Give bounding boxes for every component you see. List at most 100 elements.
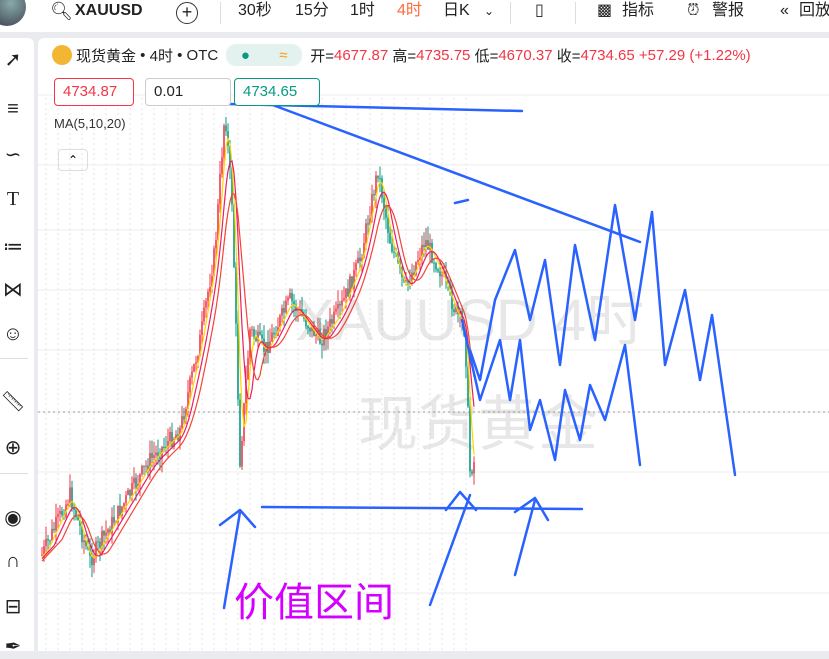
indicators-icon[interactable]: ▩ <box>597 2 613 19</box>
candle-body <box>451 289 453 310</box>
candle-body <box>295 304 297 312</box>
search-icon[interactable]: 🔍︎ <box>50 1 73 21</box>
candle-body <box>67 504 69 506</box>
candle-body <box>315 334 317 337</box>
ma20-line <box>41 193 475 562</box>
candle-body <box>231 167 233 205</box>
fib-icon[interactable]: ≔ <box>3 235 23 258</box>
value-zone-annotation[interactable]: 价值区间 <box>234 581 394 625</box>
candle-body <box>159 457 161 459</box>
magnet-icon[interactable]: ∩ <box>5 549 21 572</box>
candle-body <box>263 338 265 352</box>
buy-button[interactable]: 4734.65 <box>234 78 320 106</box>
arrow-up-2 <box>444 490 478 512</box>
candle-body <box>73 508 75 510</box>
replay-button[interactable]: 回放 <box>799 2 829 19</box>
collapse-legend-button[interactable]: ⌃ <box>58 149 88 171</box>
candle-body <box>333 311 335 324</box>
open-label: 开= <box>310 47 334 65</box>
candle-body <box>183 416 185 420</box>
separator: • <box>172 46 187 64</box>
trash-icon[interactable]: ✒ <box>4 635 22 658</box>
candle-body <box>213 248 215 277</box>
candle-body <box>359 257 361 262</box>
candle-body <box>329 319 331 327</box>
candle-body <box>201 321 203 336</box>
interval-30s[interactable]: 30秒 <box>238 2 272 19</box>
interval-1h[interactable]: 1时 <box>350 2 375 19</box>
candle-type-icon[interactable]: ▯ <box>535 2 544 19</box>
candle-body <box>45 538 47 547</box>
candle-body <box>433 262 435 264</box>
candle-body <box>57 513 59 517</box>
legend-exchange: OTC <box>186 46 219 64</box>
lock-drawings-icon[interactable]: ⊟ <box>4 595 22 618</box>
candle-body <box>441 274 443 277</box>
candle-body <box>149 453 151 471</box>
sell-button[interactable]: 4734.87 <box>54 78 134 106</box>
candle-body <box>251 329 253 331</box>
candle-body <box>113 517 115 523</box>
brush-icon[interactable]: ∽ <box>4 143 22 166</box>
candle-body <box>223 125 225 158</box>
zoom-icon[interactable]: ⊕ <box>4 436 22 459</box>
candle-body <box>41 554 43 556</box>
alarm-icon[interactable]: ⏰︎ <box>687 2 700 19</box>
interval-1d[interactable]: 日K <box>443 2 470 19</box>
symbol-search[interactable]: XAUUSD <box>75 2 143 19</box>
candle-body <box>195 362 197 364</box>
candle-body <box>175 434 177 440</box>
indicators-button[interactable]: 指标 <box>622 2 655 19</box>
candle-body <box>157 452 159 458</box>
projected-zigzag-upper <box>468 203 737 477</box>
user-drawings[interactable] <box>38 38 829 651</box>
projected-zigzag-lower <box>460 318 642 467</box>
pattern-icon[interactable]: ⋈ <box>3 278 23 301</box>
candle-body <box>131 482 133 496</box>
candle-body <box>245 379 247 404</box>
open-value: 4677.87 <box>333 46 389 64</box>
candle-body <box>281 308 283 316</box>
status-dot-icon: ● <box>240 46 250 64</box>
candle-body <box>153 455 155 458</box>
rewind-icon[interactable]: « <box>780 2 789 19</box>
candle-body <box>237 323 239 400</box>
candle-body <box>91 555 93 566</box>
candle-body <box>103 531 105 536</box>
market-status-pill[interactable]: ● ≈ <box>226 44 303 66</box>
candle-body <box>393 251 395 253</box>
candle-body <box>355 263 357 271</box>
interval-4h[interactable]: 4时 <box>397 2 422 19</box>
candle-body <box>107 529 109 533</box>
candle-body <box>193 363 195 372</box>
candle-body <box>469 406 471 472</box>
candle-body <box>325 329 327 339</box>
ma-indicator-label[interactable]: MA(5,10,20) <box>54 116 126 131</box>
chevron-down-icon[interactable]: ⌄ <box>484 4 495 18</box>
candle-body <box>239 399 241 467</box>
candle-body <box>61 510 63 516</box>
candle-body <box>95 541 97 558</box>
chart-grid <box>38 94 829 651</box>
candle-body <box>419 257 421 260</box>
divider <box>0 358 28 359</box>
parallel-lines-icon[interactable]: ≡ <box>7 97 19 120</box>
text-icon[interactable]: T <box>6 187 20 210</box>
trendline-icon[interactable]: ➚ <box>4 48 22 71</box>
add-symbol-icon[interactable]: + <box>176 2 198 24</box>
low-label: 低= <box>474 47 499 65</box>
candle-body <box>337 304 339 309</box>
avatar[interactable] <box>0 0 26 26</box>
candle-body <box>43 546 45 555</box>
interval-15m[interactable]: 15分 <box>295 2 329 19</box>
quantity-input[interactable]: 0.01 <box>145 78 231 106</box>
arrow-shaft-2 <box>428 493 472 607</box>
eye-icon[interactable]: ◉ <box>4 506 22 529</box>
candle-body <box>405 280 407 282</box>
chart-area[interactable]: XAUUSD 4时 现货黄金 现货黄金 • 4时 • OTC ● ≈ 开= 4677… <box>38 38 829 651</box>
alerts-button[interactable]: 警报 <box>712 2 745 19</box>
candle-body <box>317 328 319 335</box>
ruler-icon[interactable]: 📏︎ <box>0 390 26 413</box>
candle-body <box>341 300 343 306</box>
emoji-icon[interactable]: ☺ <box>2 322 24 345</box>
